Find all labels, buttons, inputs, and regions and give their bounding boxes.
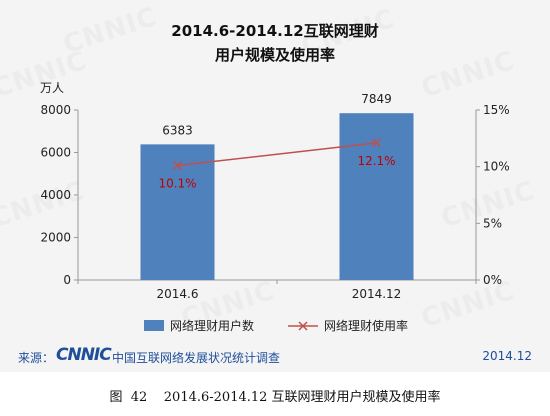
chart-panel: CNNIC CNNIC CNNIC CNNIC CNNIC CNNIC CNNI…: [0, 0, 550, 372]
source-label: 来源：: [18, 351, 55, 365]
chart-svg: 0 2000 4000 6000 8000 万人 0% 5% 10% 15% 2014.6 2014.…: [40, 81, 510, 333]
x-tick-label: 2014.12: [352, 287, 402, 301]
bar: [339, 113, 414, 281]
legend-swatch-users: [144, 320, 164, 331]
y-right-tick-label: 5%: [483, 216, 502, 230]
legend-label-rate: 网络理财使用率: [324, 318, 408, 333]
bar: [140, 144, 215, 280]
rate-line: [177, 142, 377, 167]
source-bar: 来源： CNNIC 中国互联网络发展状况统计调查 2014.12: [0, 341, 550, 371]
y-left-tick-label: 0: [63, 273, 71, 287]
rate-point: [371, 138, 382, 148]
rate-value-label: 10.1%: [158, 177, 196, 191]
rate-point: [172, 161, 183, 171]
x-tick-label: 2014.6: [157, 287, 199, 301]
figure-caption: 图 42 2014.6-2014.12 互联网理财用户规模及使用率: [109, 390, 441, 405]
y-left-tick-label: 8000: [40, 103, 71, 117]
y-right-tick-label: 10%: [483, 160, 510, 174]
y-left-tick-label: 4000: [40, 188, 71, 202]
source-org: 中国互联网络发展状况统计调查: [112, 351, 281, 365]
chart-subtitle: 用户规模及使用率: [214, 46, 335, 64]
y-left-tick-label: 6000: [40, 146, 71, 160]
cnnic-logo: CNNIC: [56, 345, 112, 365]
bar-value-label: 7849: [361, 92, 392, 106]
y-left-axis-label: 万人: [40, 81, 64, 95]
source-date: 2014.12: [482, 349, 532, 363]
y-right-tick-label: 15%: [483, 103, 510, 117]
legend-marker-rate: [298, 321, 308, 331]
y-right-tick-label: 0%: [483, 273, 502, 287]
y-left-tick-label: 2000: [40, 231, 71, 245]
bar-value-label: 6383: [162, 123, 193, 137]
chart-title: 2014.6-2014.12互联网理财: [171, 22, 379, 40]
rate-value-label: 12.1%: [357, 154, 395, 168]
legend-label-users: 网络理财用户数: [170, 318, 254, 333]
